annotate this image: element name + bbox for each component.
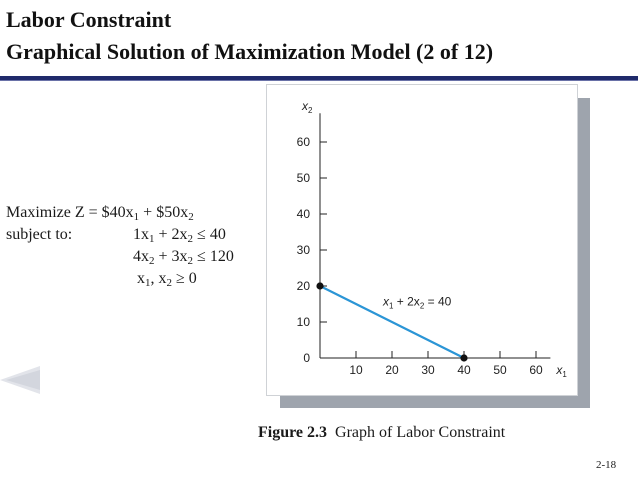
intercept-point-1 [460,354,468,362]
subject-to-label: subject to: [6,226,73,243]
title-divider-thin [0,80,638,81]
y-tick-label-40: 40 [297,207,311,221]
x-tick-label-60: 60 [529,363,543,377]
slide-title-line1: Labor Constraint [6,7,172,32]
x-axis-label: x1 [555,363,567,379]
labor-constraint-chart: 10 20 30 40 50 60 0 10 20 30 40 50 60 x1 x2 x1 + 2x2 = … [266,84,590,408]
y-tick-label-60: 60 [297,135,311,149]
y-tick-label-50: 50 [297,171,311,185]
y-tick-label-30: 30 [297,243,311,257]
chart-svg: 10 20 30 40 50 60 0 10 20 30 40 50 60 x1 x2 x1 + 2x2 = … [297,99,568,379]
slide-title-line2: Graphical Solution of Maximization Model… [6,39,494,64]
x-tick-label-40: 40 [457,363,471,377]
intercept-point-0 [316,282,324,290]
corner-decoration [0,366,40,394]
page-number: 2-18 [596,459,617,471]
chart-panel [266,84,578,396]
figure-caption-text: Graph of Labor Constraint [335,424,506,441]
y-tick-label-10: 10 [297,315,311,329]
x-tick-label-50: 50 [493,363,507,377]
y-tick-label-20: 20 [297,279,311,293]
x-tick-label-10: 10 [349,363,363,377]
series-line-0 [319,285,465,359]
y-axis-label: x2 [301,99,313,115]
line-equation-label: x1 + 2x2 = 40 [382,294,452,310]
figure-caption: Figure 2.3 Graph of Labor Constraint [258,424,505,442]
x-tick-label-20: 20 [385,363,399,377]
figure-number: Figure 2.3 [258,424,328,441]
x-tick-label-30: 30 [421,363,435,377]
title-divider [0,76,638,80]
y-tick-label-0: 0 [303,351,310,365]
